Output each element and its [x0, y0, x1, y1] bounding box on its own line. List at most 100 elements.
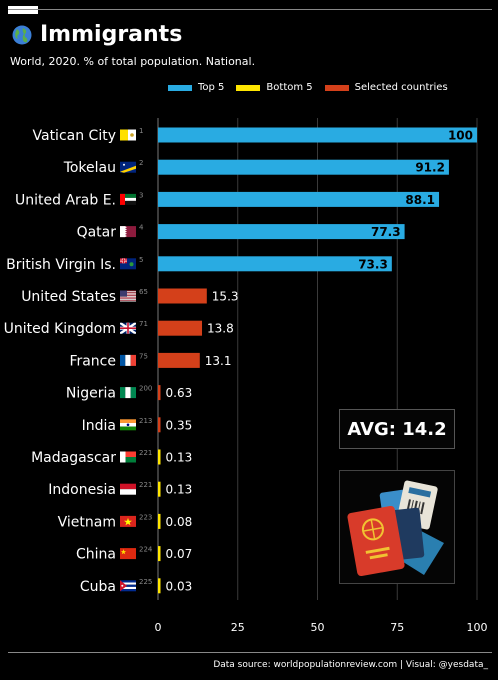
- bar: [158, 546, 161, 562]
- bar: [158, 417, 161, 433]
- title-row: Immigrants: [12, 22, 182, 47]
- bar: [158, 191, 440, 207]
- bar: [158, 513, 161, 529]
- rank-label: 224: [139, 546, 153, 554]
- value-label: 77.3: [371, 225, 401, 239]
- bar: [158, 578, 161, 594]
- bar: [158, 385, 161, 401]
- rank-label: 200: [139, 385, 152, 393]
- flag-cuba-icon: [120, 580, 136, 592]
- country-label: Cuba: [80, 579, 116, 595]
- rank-label: 1: [139, 127, 143, 135]
- country-label: India: [82, 418, 116, 434]
- value-label: 0.35: [166, 418, 193, 432]
- legend-swatch: [236, 84, 261, 91]
- country-label: Madagascar: [31, 450, 116, 466]
- passport-illustration: [339, 470, 455, 584]
- rank-label: 4: [139, 224, 144, 232]
- average-box: AVG: 14.2: [339, 409, 455, 449]
- flag-qatar-icon: [120, 226, 136, 238]
- average-label: AVG: 14.2: [347, 418, 447, 440]
- x-tick-label: 100: [467, 621, 488, 634]
- bar: [158, 481, 161, 497]
- bar: [158, 288, 207, 304]
- country-label: United States: [21, 289, 116, 305]
- chart-subtitle: World, 2020. % of total population. Nati…: [10, 55, 256, 68]
- legend-label: Selected countries: [354, 82, 448, 93]
- x-tick-label: 75: [390, 621, 404, 634]
- country-label: British Virgin Is.: [6, 257, 116, 273]
- rank-label: 71: [139, 320, 148, 328]
- flag-france-icon: [120, 354, 136, 366]
- value-label: 0.08: [166, 515, 193, 529]
- value-label: 100: [448, 129, 473, 143]
- country-label: Qatar: [77, 225, 117, 241]
- x-tick-label: 50: [311, 621, 325, 634]
- x-tick-label: 0: [155, 621, 162, 634]
- country-label: Nigeria: [66, 386, 116, 402]
- top-rule: [8, 9, 492, 10]
- rank-label: 2: [139, 159, 143, 167]
- flag-indonesia-icon: [120, 483, 136, 495]
- bar: [158, 127, 477, 143]
- value-label: 88.1: [405, 193, 435, 207]
- flag-nigeria-icon: [120, 387, 136, 399]
- value-label: 0.07: [166, 547, 193, 561]
- flag-tokelau-icon: [120, 161, 136, 173]
- country-label: France: [69, 353, 116, 369]
- rank-label: 5: [139, 256, 143, 264]
- top-accent-bar: [8, 6, 38, 14]
- country-label: United Arab E.: [15, 192, 116, 208]
- value-label: 91.2: [415, 161, 445, 175]
- x-tick-label: 25: [231, 621, 245, 634]
- value-label: 0.13: [166, 483, 193, 497]
- globe-icon: [12, 25, 32, 44]
- bar: [158, 159, 449, 175]
- country-label: Indonesia: [48, 482, 116, 498]
- country-label: Tokelau: [63, 160, 116, 176]
- bar: [158, 224, 405, 240]
- country-label: United Kingdom: [4, 321, 116, 337]
- country-label: Vatican City: [33, 128, 117, 144]
- bar: [158, 352, 200, 368]
- rank-label: 75: [139, 352, 148, 360]
- bar: [158, 449, 161, 465]
- country-label: China: [76, 547, 116, 563]
- flag-uae-icon: [120, 193, 136, 205]
- value-label: 13.8: [207, 322, 234, 336]
- flag-madagascar-icon: [120, 451, 136, 463]
- legend: Top 5 Bottom 5 Selected countries: [168, 82, 460, 93]
- value-label: 0.13: [166, 451, 193, 465]
- value-label: 13.1: [205, 354, 232, 368]
- legend-item: Selected countries: [324, 82, 448, 93]
- value-label: 73.3: [358, 257, 388, 271]
- flag-uk-icon: [120, 322, 136, 334]
- legend-swatch: [324, 84, 349, 91]
- value-label: 0.03: [166, 579, 193, 593]
- flag-usa-icon: [120, 290, 136, 302]
- flag-bvi-icon: [120, 258, 136, 270]
- rank-label: 221: [139, 449, 152, 457]
- value-label: 0.63: [166, 386, 193, 400]
- flag-vatican-icon: [120, 129, 136, 141]
- bar: [158, 256, 392, 272]
- bar: [158, 320, 203, 336]
- source-credit: Data source: worldpopulationreview.com |…: [213, 660, 488, 670]
- flag-china-icon: [120, 548, 136, 560]
- value-label: 15.3: [212, 290, 239, 304]
- flag-india-icon: [120, 419, 136, 431]
- rank-label: 3: [139, 191, 143, 199]
- bottom-rule: [8, 652, 492, 653]
- rank-label: 213: [139, 417, 152, 425]
- passport-icon: [347, 480, 444, 577]
- rank-label: 221: [139, 481, 152, 489]
- rank-label: 65: [139, 288, 148, 296]
- legend-item: Bottom 5: [236, 82, 313, 93]
- flag-vietnam-icon: [120, 515, 136, 527]
- legend-item: Top 5: [168, 82, 224, 93]
- rank-label: 223: [139, 513, 152, 521]
- legend-swatch: [168, 84, 192, 91]
- rank-label: 225: [139, 578, 152, 586]
- legend-label: Bottom 5: [266, 82, 313, 93]
